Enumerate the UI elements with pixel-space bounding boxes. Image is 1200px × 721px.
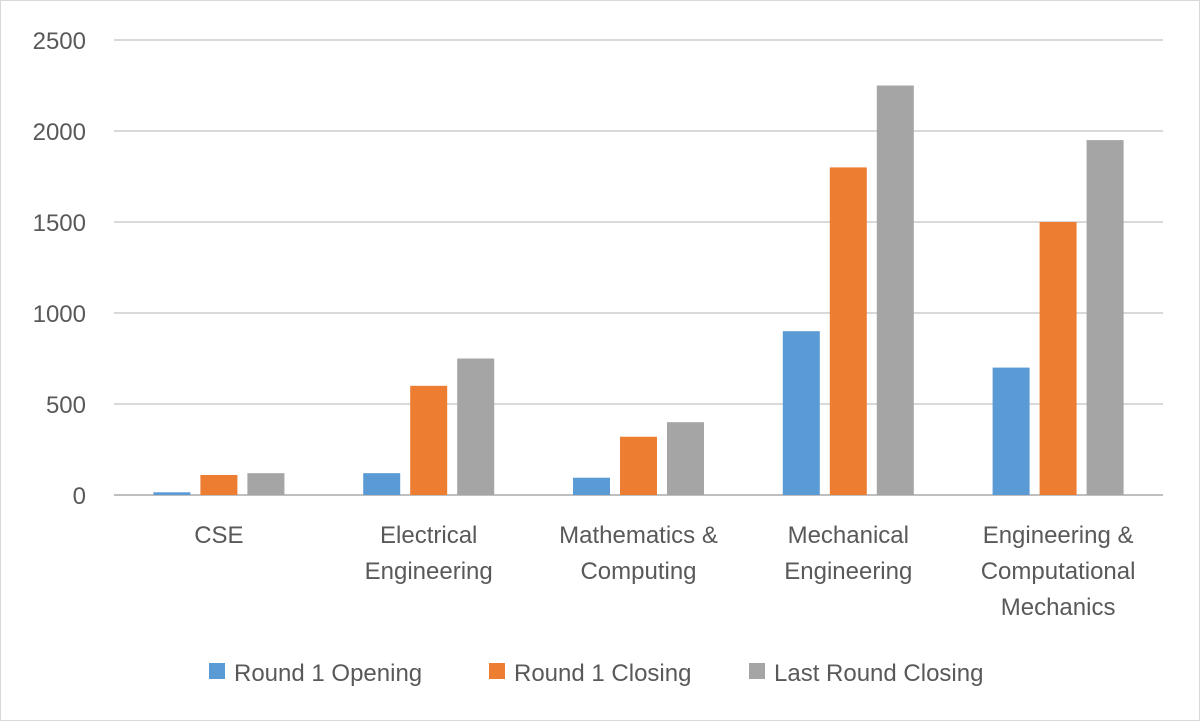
x-tick-label: CSE xyxy=(194,522,243,549)
bar xyxy=(573,477,610,495)
x-tick-label: Mathematics & xyxy=(559,522,718,549)
x-tick-label: Mechanical xyxy=(788,522,909,549)
bar xyxy=(457,358,495,495)
x-tick-label: Engineering & xyxy=(983,522,1134,549)
bar xyxy=(1086,140,1124,495)
bar xyxy=(1039,222,1077,495)
y-tick-label: 2500 xyxy=(33,28,86,55)
x-axis: CSE Electrical Engineering Mathematics & Com… xyxy=(194,522,1135,621)
bar xyxy=(153,492,191,495)
bar xyxy=(200,474,238,495)
y-tick-label: 0 xyxy=(73,483,86,510)
legend-label: Last Round Closing xyxy=(774,660,983,687)
y-tick-label: 1500 xyxy=(33,210,86,237)
legend-swatch xyxy=(749,663,765,679)
legend-label: Round 1 Closing xyxy=(514,660,691,687)
gridlines xyxy=(114,39,1163,496)
bar xyxy=(247,473,285,495)
y-axis: 0 500 1000 1500 2000 2500 xyxy=(33,28,86,510)
x-tick-label: Computational xyxy=(981,558,1136,585)
legend: Round 1 Opening Round 1 Closing Last Round… xyxy=(209,660,983,687)
bar xyxy=(620,436,657,495)
legend-swatch xyxy=(489,663,505,679)
legend-label: Round 1 Opening xyxy=(234,660,422,687)
x-tick-label: Electrical xyxy=(380,522,477,549)
y-tick-label: 1000 xyxy=(33,301,86,328)
bar xyxy=(363,473,401,495)
bar xyxy=(782,331,820,495)
y-tick-label: 2000 xyxy=(33,119,86,146)
bar xyxy=(829,167,867,495)
legend-swatch xyxy=(209,663,225,679)
x-tick-label: Computing xyxy=(580,558,696,585)
bars xyxy=(153,85,1124,495)
x-tick-label: Mechanics xyxy=(1001,594,1116,621)
bar xyxy=(992,367,1030,495)
bar xyxy=(876,85,914,495)
x-tick-label: Engineering xyxy=(784,558,912,585)
y-tick-label: 500 xyxy=(46,392,86,419)
bar xyxy=(410,385,448,495)
x-tick-label: Engineering xyxy=(365,558,493,585)
bar xyxy=(667,422,704,495)
